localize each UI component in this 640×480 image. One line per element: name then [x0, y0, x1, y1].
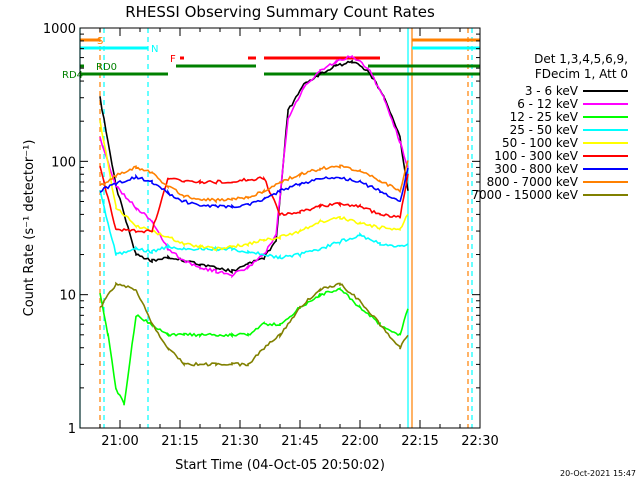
y-tick-label: 100 — [51, 155, 76, 170]
legend-entry-label: 3 - 6 keV — [525, 84, 579, 98]
plot-layer: S N F RD0 RD4 — [62, 28, 480, 428]
timestamp: 20-Oct-2021 15:47 — [560, 469, 636, 478]
chart-title: RHESSI Observing Summary Count Rates — [125, 3, 435, 21]
x-tick-label: 22:00 — [341, 434, 378, 449]
x-tick-label: 21:00 — [101, 434, 138, 449]
series-line-300-800-kev — [99, 167, 409, 209]
x-tick-label: 21:45 — [281, 434, 318, 449]
legend-header-line-1: Det 1,3,4,5,6,9, — [534, 52, 628, 66]
legend-entry-label: 7000 - 15000 keV — [471, 188, 578, 202]
series-line-12-25-kev — [99, 287, 409, 406]
series-line-800-7000-kev — [99, 160, 409, 204]
series-line-100-300-kev — [99, 165, 409, 234]
x-tick-label: 21:15 — [161, 434, 198, 449]
axis-layer: 21:00 21:15 21:30 21:45 22:00 22:15 22:30 1 10 10… — [43, 22, 499, 449]
flag-label-s: S — [97, 36, 103, 47]
y-tick-label: 1000 — [43, 22, 76, 37]
legend-entry-label: 25 - 50 keV — [510, 123, 579, 137]
legend-header-line-2: FDecim 1, Att 0 — [535, 67, 628, 81]
series-line-7000-15000-kev — [99, 281, 409, 367]
flag-label-rd0: RD0 — [96, 62, 117, 73]
legend-entry-label: 6 - 12 keV — [517, 97, 579, 111]
y-tick-label: 10 — [59, 289, 76, 304]
legend-entry-label: 800 - 7000 keV — [487, 175, 579, 189]
flag-label-f: F — [170, 54, 176, 65]
legend-entry-label: 300 - 800 keV — [494, 162, 578, 176]
series-line-25-50-kev — [99, 190, 409, 260]
series-line-6-12-kev — [99, 54, 409, 279]
legend-entry-label: 12 - 25 keV — [510, 110, 579, 124]
legend-entry-label: 100 - 300 keV — [494, 149, 578, 163]
y-tick-label: 1 — [68, 422, 76, 437]
x-tick-label: 22:30 — [461, 434, 498, 449]
x-tick-label: 21:30 — [221, 434, 258, 449]
x-axis-label: Start Time (04-Oct-05 20:50:02) — [175, 458, 385, 473]
flag-label-n: N — [151, 44, 158, 55]
legend-entry-label: 50 - 100 keV — [502, 136, 579, 150]
y-axis-label: Count Rate (s⁻¹ detector⁻¹) — [22, 140, 37, 317]
flag-label-rd4: RD4 — [62, 70, 83, 81]
x-tick-label: 22:15 — [401, 434, 438, 449]
